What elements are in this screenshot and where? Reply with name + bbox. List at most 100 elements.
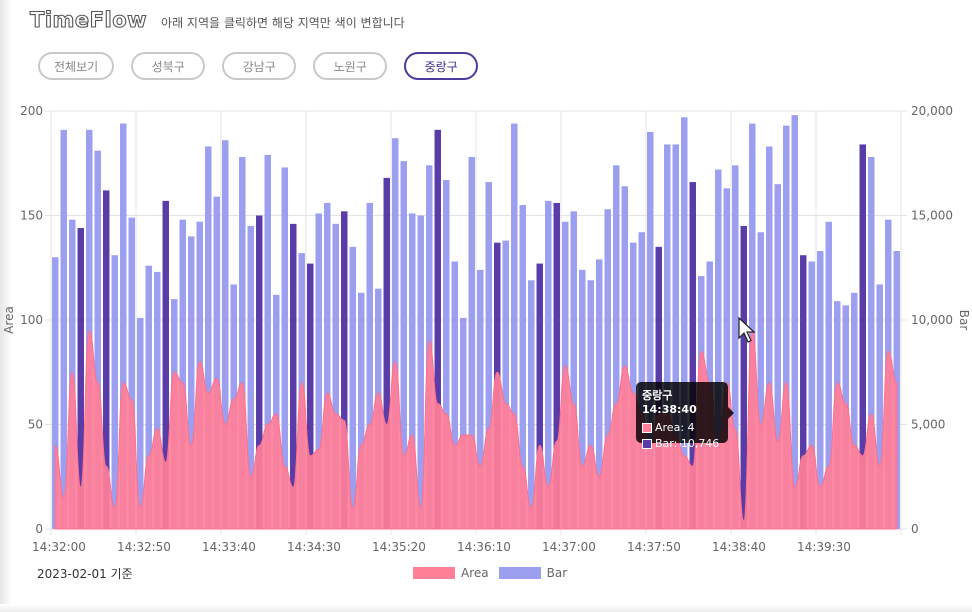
bar-mark [876, 284, 883, 529]
bar-mark [315, 213, 322, 529]
bar-mark [570, 211, 577, 529]
bar-mark [536, 263, 543, 529]
bar-mark [851, 292, 858, 529]
bar-mark [145, 265, 152, 529]
filter-all-button[interactable]: 전체보기 [38, 52, 115, 80]
chart-axes: 0 50 100 150 200 0 5,000 10,000 15,000 20,000 14:3… [20, 104, 953, 554]
x-tick-label: 14:32:00 [32, 540, 86, 554]
y-right-axis-title: Bar [957, 310, 971, 331]
bar-mark [443, 179, 450, 529]
bar-mark [774, 184, 781, 529]
x-tick-label: 14:39:30 [797, 540, 851, 554]
bar-mark [205, 146, 212, 529]
tooltip-bar-value: Bar: 10,746 [655, 437, 720, 450]
bar-mark [154, 271, 161, 529]
bar-mark [468, 156, 475, 530]
bar-mark [766, 146, 773, 529]
legend-item-area[interactable]: Area [413, 566, 489, 580]
window-edge-shade [0, 0, 12, 612]
bar-mark [120, 123, 127, 529]
bar-mark [188, 236, 195, 529]
y-right-tick-label: 5,000 [911, 418, 945, 432]
bar-mark [638, 232, 645, 529]
bar-mark [409, 213, 416, 529]
filter-seongbuk-button[interactable]: 성북구 [131, 52, 206, 80]
bar-mark [613, 165, 620, 529]
tooltip-bar-row: Bar: 10,746 [642, 437, 722, 450]
bar-mark [256, 215, 263, 529]
filter-nowon-button[interactable]: 노원구 [313, 52, 388, 80]
filter-gangnam-button[interactable]: 강남구 [222, 52, 297, 80]
y-left-tick-label: 150 [20, 209, 43, 223]
y-left-tick-label: 200 [20, 104, 43, 118]
bar-mark [111, 255, 118, 529]
bar-mark [341, 211, 348, 529]
bar-mark [222, 140, 229, 529]
bar-mark [553, 202, 560, 529]
app-logo: TimeFlow [29, 7, 148, 32]
bar-mark [94, 150, 101, 529]
bar-mark [502, 240, 509, 529]
bar-mark [239, 156, 246, 530]
tooltip-area-row: Area: 4 [642, 421, 722, 434]
bar-mark [808, 261, 815, 529]
app-header: TimeFlow 아래 지역을 클릭하면 해당 지역만 색이 변합니다 [29, 7, 405, 38]
bar-mark [630, 242, 637, 530]
y-left-tick-label: 100 [20, 313, 43, 327]
x-tick-label: 14:35:20 [372, 540, 426, 554]
legend-bar-label: Bar [546, 566, 568, 580]
bar-mark [825, 221, 832, 529]
bar-mark [519, 205, 526, 530]
bar-mark [672, 144, 679, 529]
x-tick-label: 14:37:50 [627, 540, 681, 554]
tooltip-title: 중랑구 14:38:40 [642, 389, 697, 416]
bar-mark [579, 269, 586, 529]
bar-mark [647, 131, 654, 529]
date-footnote: 2023-02-01 기준 [37, 567, 133, 581]
bar-mark [596, 259, 603, 529]
bar-mark [800, 255, 807, 529]
bar-mark [791, 115, 798, 530]
bar-mark [247, 225, 254, 529]
window-bottom-shade [0, 604, 972, 612]
header-subtitle: 아래 지역을 클릭하면 해당 지역만 색이 변합니다 [161, 16, 405, 30]
x-tick-label: 14:32:50 [117, 540, 171, 554]
bar-mark [281, 167, 288, 529]
bar-mark [307, 263, 314, 529]
y-right-tick-label: 0 [911, 522, 919, 536]
bar-mark [290, 223, 297, 530]
bar-mark [60, 129, 67, 529]
bar-mark [332, 223, 339, 530]
bar-mark [689, 182, 696, 529]
bar-mark [383, 177, 390, 529]
bar-mark [545, 200, 552, 529]
bar-mark [349, 246, 356, 529]
y-left-tick-label: 50 [28, 418, 43, 432]
bar-mark [749, 123, 756, 529]
bar-mark [723, 188, 730, 529]
bar-mark [783, 125, 790, 529]
legend-bar-swatch [498, 567, 541, 579]
legend-item-bar[interactable]: Bar [498, 566, 568, 580]
bar-mark [103, 190, 110, 530]
filter-jungnang-button[interactable]: 중랑구 [404, 52, 479, 80]
y-right-tick-label: 15,000 [911, 209, 953, 223]
x-tick-label: 14:34:30 [287, 540, 341, 554]
bar-mark [86, 129, 93, 529]
tooltip-area-swatch [642, 422, 652, 433]
bar-mark [868, 156, 875, 530]
bar-mark [52, 257, 59, 529]
bar-mark [434, 129, 441, 529]
bar-mark [460, 317, 467, 529]
bar-mark [179, 219, 186, 529]
x-tick-label: 14:36:10 [457, 540, 511, 554]
bar-mark [162, 200, 169, 529]
x-tick-label: 14:38:40 [712, 540, 766, 554]
y-left-axis-title: Area [2, 306, 16, 334]
bar-mark [681, 117, 688, 530]
bar-mark [264, 154, 271, 529]
bar-mark [732, 165, 739, 529]
y-right-tick-label: 20,000 [911, 104, 953, 118]
bar-mark [664, 144, 671, 529]
